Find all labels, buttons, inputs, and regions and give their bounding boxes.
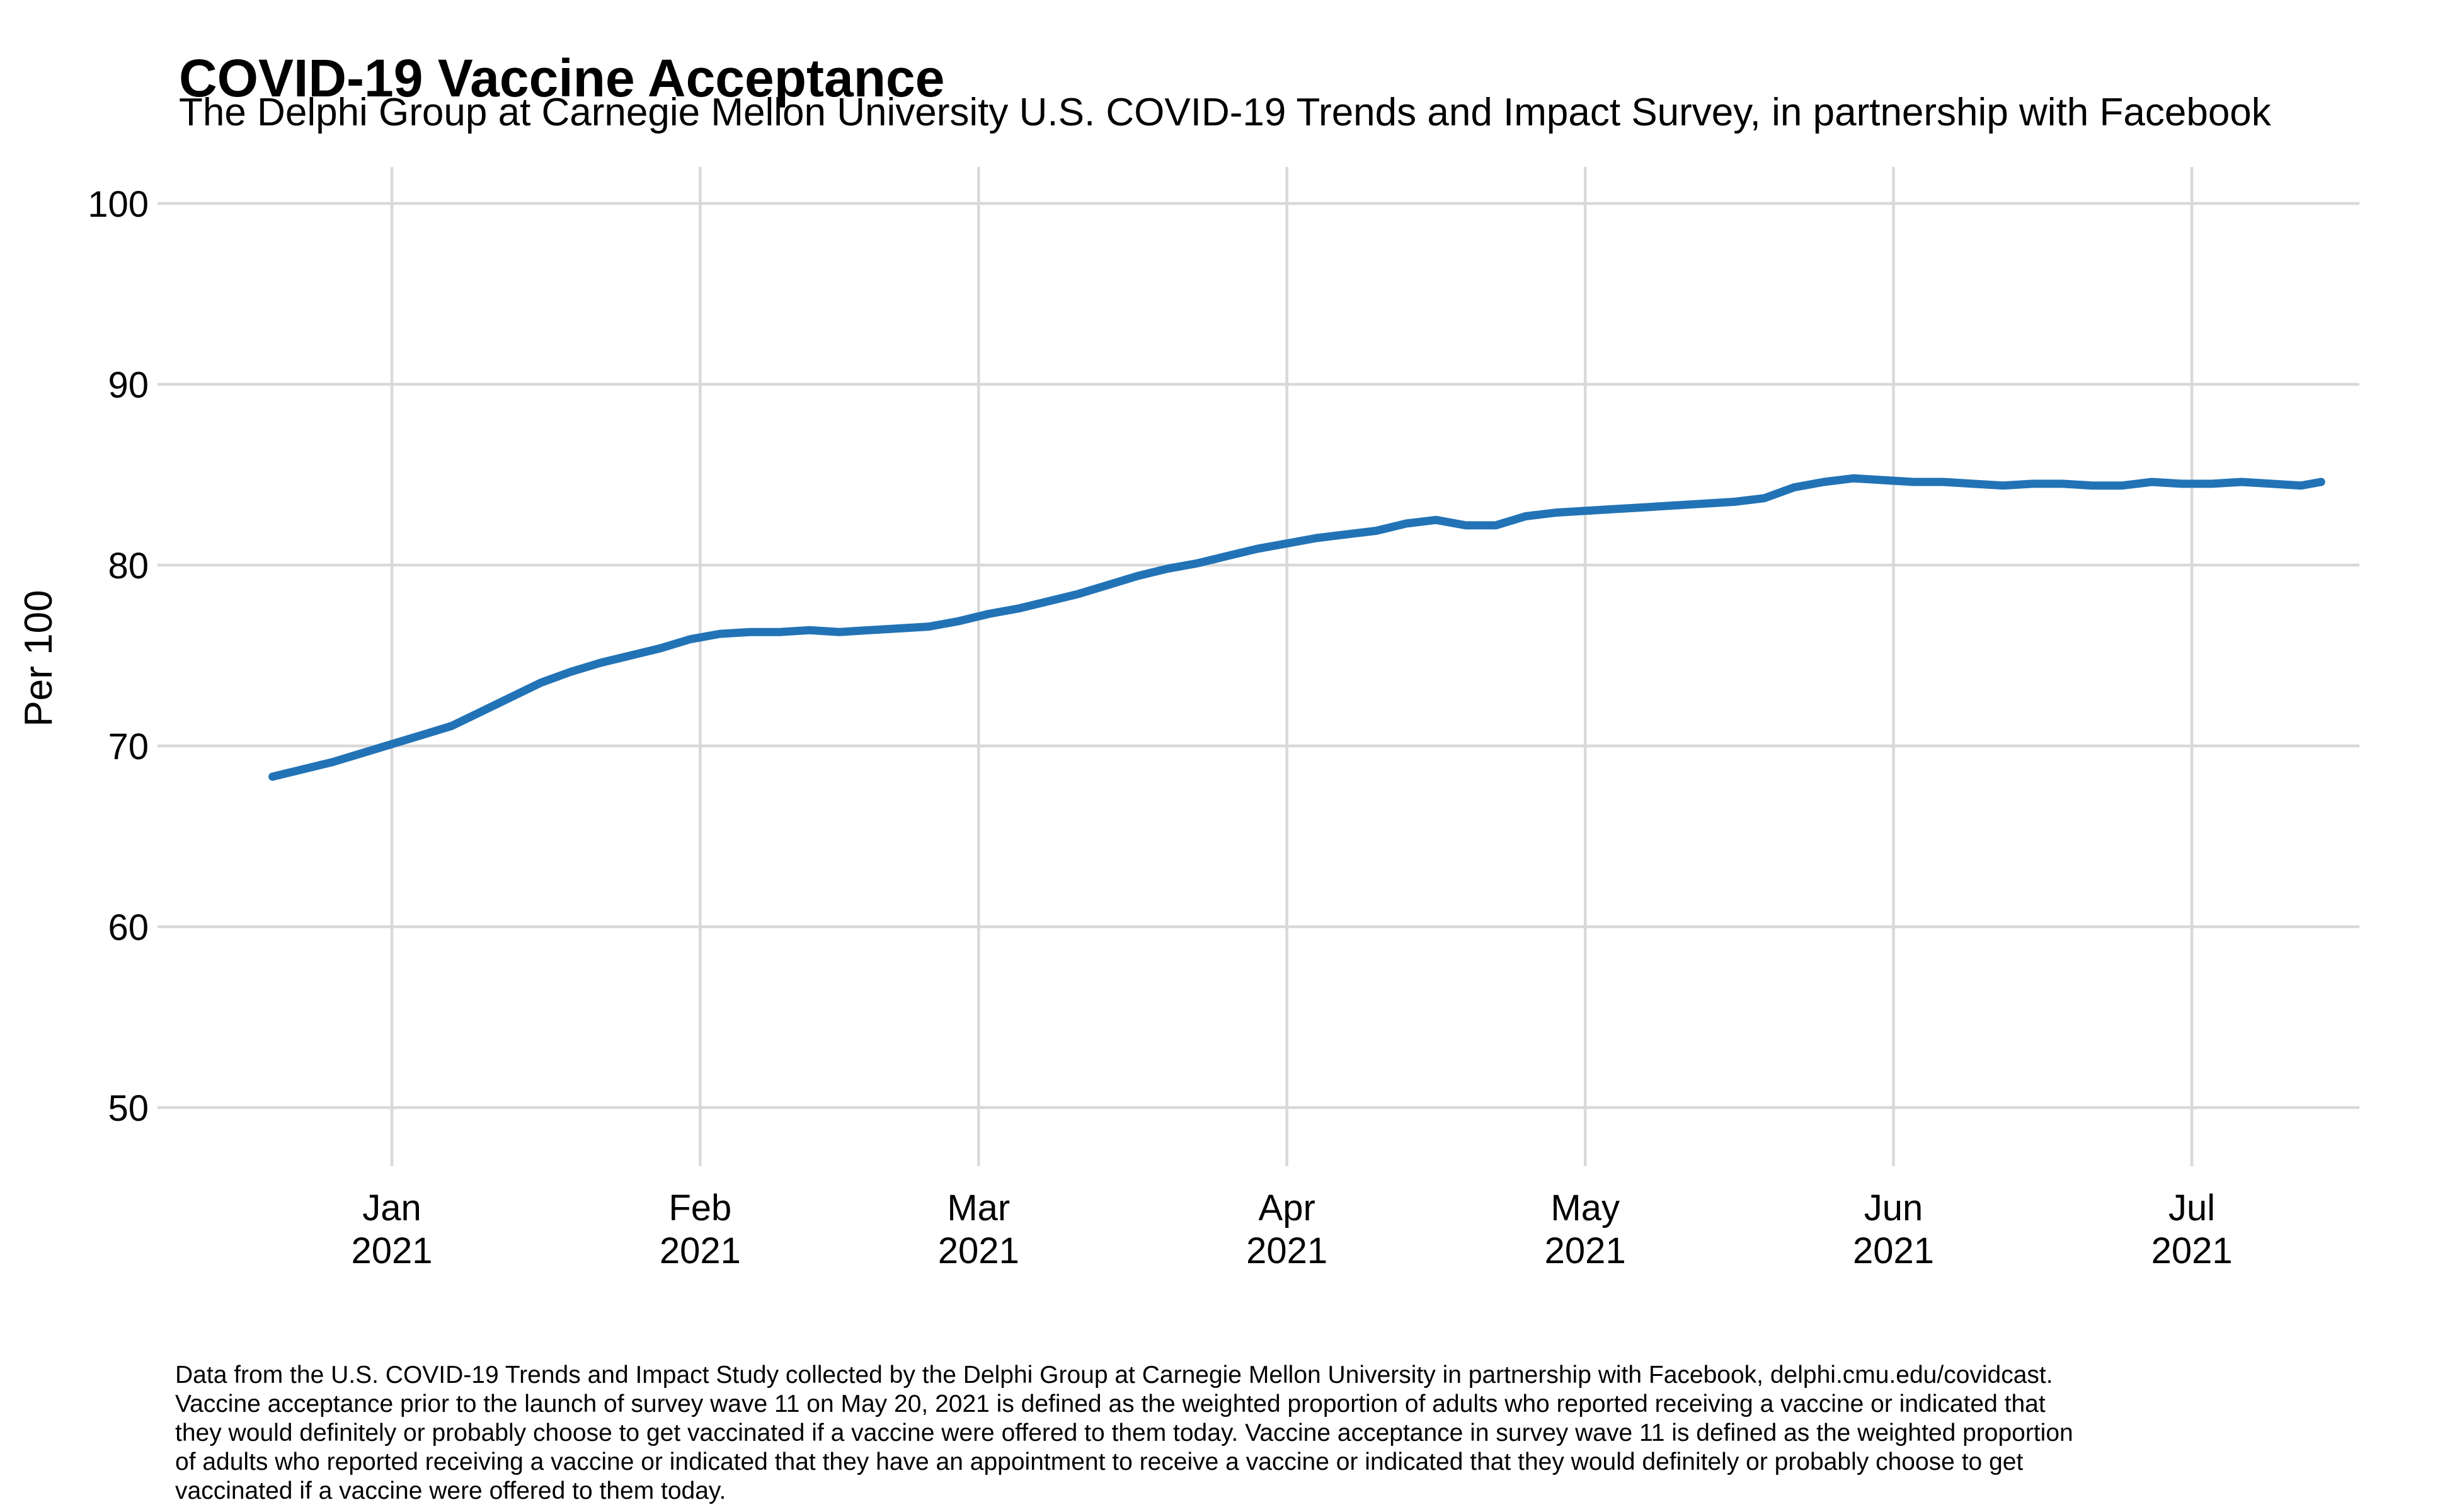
x-tick-label-month: Jan <box>362 1188 421 1228</box>
vaccine-acceptance-line <box>268 474 2325 781</box>
x-tick-label-year: 2021 <box>938 1230 1019 1271</box>
y-tick-label: 60 <box>108 907 149 948</box>
footnote: Data from the U.S. COVID-19 Trends and I… <box>175 1361 2073 1506</box>
y-tick-label: 50 <box>108 1088 149 1129</box>
x-tick-label-year: 2021 <box>1545 1230 1626 1271</box>
x-tick-label-year: 2021 <box>660 1230 741 1271</box>
x-tick-label-month: Feb <box>668 1188 731 1228</box>
x-tick-label-year: 2021 <box>1853 1230 1934 1271</box>
y-tick-label: 70 <box>108 726 149 767</box>
x-tick-label-year: 2021 <box>351 1230 432 1271</box>
footnote-line: of adults who reported receiving a vacci… <box>175 1448 2024 1475</box>
chart-title: COVID-19 Vaccine Acceptance <box>179 49 945 108</box>
footnote-line: Data from the U.S. COVID-19 Trends and I… <box>175 1361 2053 1389</box>
x-tick-label-month: Mar <box>947 1188 1010 1228</box>
x-tick-label-year: 2021 <box>2151 1230 2233 1271</box>
footnote-line: Vaccine acceptance prior to the launch o… <box>175 1390 2046 1418</box>
y-tick-label: 90 <box>108 365 149 406</box>
y-tick-label: 80 <box>108 546 149 587</box>
x-tick-label-year: 2021 <box>1246 1230 1327 1271</box>
x-tick-label-month: Jul <box>2168 1188 2215 1228</box>
x-tick-label-month: Apr <box>1259 1188 1315 1228</box>
footnote-line: vaccinated if a vaccine were offered to … <box>175 1477 726 1504</box>
x-tick-label-month: May <box>1550 1188 1620 1228</box>
x-tick-label-month: Jun <box>1864 1188 1923 1228</box>
y-tick-label: 100 <box>88 184 149 225</box>
footnote-line: they would definitely or probably choose… <box>175 1419 2073 1446</box>
chart-subtitle: The Delphi Group at Carnegie Mellon Univ… <box>179 91 2271 134</box>
